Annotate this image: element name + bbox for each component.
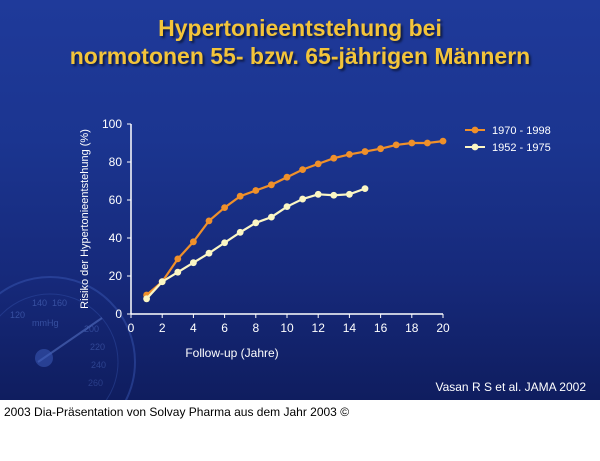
data-point — [392, 141, 400, 149]
data-point — [283, 173, 291, 181]
gauge-label: 160 — [52, 298, 67, 308]
data-point — [268, 213, 275, 221]
data-point — [283, 203, 291, 211]
data-point — [190, 259, 197, 267]
data-point — [361, 185, 369, 193]
citation: Vasan R S et al. JAMA 2002 — [435, 380, 586, 394]
x-tick-label: 12 — [312, 321, 326, 335]
x-axis-label: Follow-up (Jahre) — [185, 346, 278, 360]
data-point — [408, 139, 416, 147]
series-line — [145, 187, 366, 300]
y-tick-label: 100 — [102, 117, 122, 131]
data-point — [174, 255, 182, 263]
gauge-label: mmHg — [32, 318, 59, 328]
gauge-label: 240 — [91, 360, 106, 370]
data-point — [424, 139, 431, 147]
y-tick-label: 40 — [109, 231, 123, 245]
x-tick-label: 14 — [343, 321, 357, 335]
data-point — [205, 217, 213, 225]
legend-swatch-marker — [471, 143, 479, 151]
data-point — [268, 181, 275, 189]
x-tick-label: 20 — [436, 321, 450, 335]
legend-swatch-marker — [471, 126, 479, 134]
gauge-label: 260 — [88, 378, 103, 388]
x-tick-label: 16 — [374, 321, 388, 335]
legend-label: 1952 - 1975 — [492, 142, 551, 154]
title-line-2: normotonen 55- bzw. 65-jährigen Männern — [69, 43, 531, 69]
gauge-label: 140 — [32, 298, 47, 308]
data-point — [190, 238, 197, 246]
data-point — [330, 154, 338, 162]
line-chart: 0 20 40 60 80 100 0 2 4 6 8 10 12 14 16 18 20 Follow-up (… — [79, 117, 551, 360]
gauge-label: 220 — [90, 342, 105, 352]
footer-caption: 2003 Dia-Präsentation von Solvay Pharma … — [4, 405, 350, 419]
data-point — [439, 137, 447, 145]
slide-title: Hypertonieentstehung bei normotonen 55- … — [0, 14, 600, 70]
data-point — [314, 160, 322, 168]
legend-label: 1970 - 1998 — [492, 125, 551, 137]
data-point — [361, 148, 369, 155]
y-axis-label: Risiko der Hypertonieentstehung (%) — [79, 129, 91, 309]
x-tick-label: 10 — [280, 321, 294, 335]
y-tick-label: 80 — [109, 155, 123, 169]
y-tick-label: 0 — [115, 307, 122, 321]
data-point — [252, 219, 260, 227]
data-point — [236, 228, 244, 236]
data-point — [252, 187, 260, 194]
blood-pressure-gauge-icon: 120 140 160 mmHg 200 220 240 260 — [0, 276, 136, 400]
x-tick-label: 2 — [159, 321, 166, 335]
data-point — [377, 145, 384, 153]
y-tick-label: 60 — [109, 193, 123, 207]
data-point — [330, 191, 338, 199]
data-point — [346, 190, 353, 198]
slide: 120 140 160 mmHg 200 220 240 260 Hyperto… — [0, 0, 600, 400]
data-point — [205, 249, 213, 257]
x-tick-label: 8 — [252, 321, 259, 335]
data-point — [158, 278, 166, 286]
title-line-1: Hypertonieentstehung bei — [158, 15, 442, 41]
data-point — [346, 151, 353, 158]
series-line — [145, 140, 444, 296]
y-tick-label: 20 — [109, 269, 123, 283]
data-point — [221, 239, 229, 247]
data-point — [174, 268, 182, 276]
gauge-label: 120 — [10, 310, 25, 320]
x-tick-label: 18 — [405, 321, 419, 335]
x-tick-label: 0 — [128, 321, 135, 335]
data-point — [221, 204, 229, 212]
data-point — [299, 166, 306, 174]
data-point — [314, 190, 322, 198]
x-tick-label: 6 — [221, 321, 228, 335]
gauge-label: 200 — [84, 324, 99, 334]
data-point — [143, 295, 151, 303]
x-tick-label: 4 — [190, 321, 197, 335]
data-point — [236, 192, 244, 200]
data-point — [299, 195, 306, 203]
